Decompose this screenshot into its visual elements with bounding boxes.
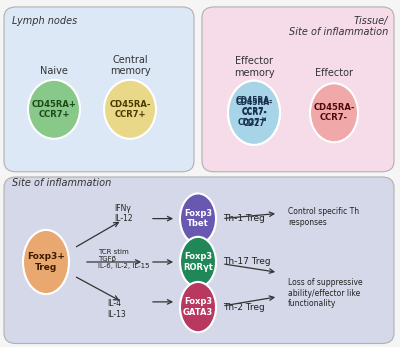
Text: Th-17 Treg: Th-17 Treg	[223, 257, 271, 266]
Text: hi: hi	[262, 117, 266, 121]
Ellipse shape	[23, 230, 69, 294]
Text: IFNγ
IL-12: IFNγ IL-12	[114, 204, 133, 223]
Ellipse shape	[28, 80, 80, 139]
Text: Foxp3+
Treg: Foxp3+ Treg	[27, 252, 65, 272]
Text: Central
memory: Central memory	[110, 55, 150, 76]
Text: CD45RA-: CD45RA-	[235, 96, 273, 105]
Text: CD45RA-
CCR7-: CD45RA- CCR7-	[313, 103, 355, 122]
Ellipse shape	[228, 81, 280, 145]
Text: Naive: Naive	[40, 66, 68, 76]
Text: CCR7-: CCR7-	[241, 107, 267, 116]
FancyBboxPatch shape	[4, 177, 394, 344]
Text: Th-2 Treg: Th-2 Treg	[223, 303, 265, 312]
Text: TCR stim
TGFβ
IL-6, IL-2, IL-15: TCR stim TGFβ IL-6, IL-2, IL-15	[98, 248, 150, 269]
Text: Foxp3
Tbet: Foxp3 Tbet	[184, 209, 212, 228]
Text: Lymph nodes: Lymph nodes	[12, 16, 77, 26]
Ellipse shape	[180, 282, 216, 332]
Text: Tissue/
Site of inflammation: Tissue/ Site of inflammation	[289, 16, 388, 37]
Text: CD45RA-
CCR7+: CD45RA- CCR7+	[109, 100, 151, 119]
Text: Foxp3
RORγt: Foxp3 RORγt	[183, 252, 213, 272]
Text: Loss of suppressive
ability/effector like
functionality: Loss of suppressive ability/effector lik…	[288, 278, 363, 308]
Ellipse shape	[310, 83, 358, 142]
Text: Control specific Th
responses: Control specific Th responses	[288, 207, 359, 227]
Text: Effector: Effector	[315, 68, 353, 78]
Text: Th-1 Treg: Th-1 Treg	[223, 214, 265, 223]
Text: CD27: CD27	[238, 118, 260, 127]
Ellipse shape	[228, 81, 280, 145]
Ellipse shape	[104, 80, 156, 139]
Ellipse shape	[180, 237, 216, 287]
FancyBboxPatch shape	[202, 7, 394, 172]
Text: IL-4
IL-13: IL-4 IL-13	[107, 299, 126, 319]
Text: Foxp3
GATA3: Foxp3 GATA3	[183, 297, 213, 317]
Text: CD45RA-
CCR7-
CD27: CD45RA- CCR7- CD27	[235, 98, 273, 128]
FancyBboxPatch shape	[4, 7, 194, 172]
Text: CD45RA+
CCR7+: CD45RA+ CCR7+	[32, 100, 76, 119]
Ellipse shape	[180, 194, 216, 244]
Text: Site of inflammation: Site of inflammation	[12, 178, 111, 188]
Text: Effector
memory: Effector memory	[234, 57, 274, 78]
